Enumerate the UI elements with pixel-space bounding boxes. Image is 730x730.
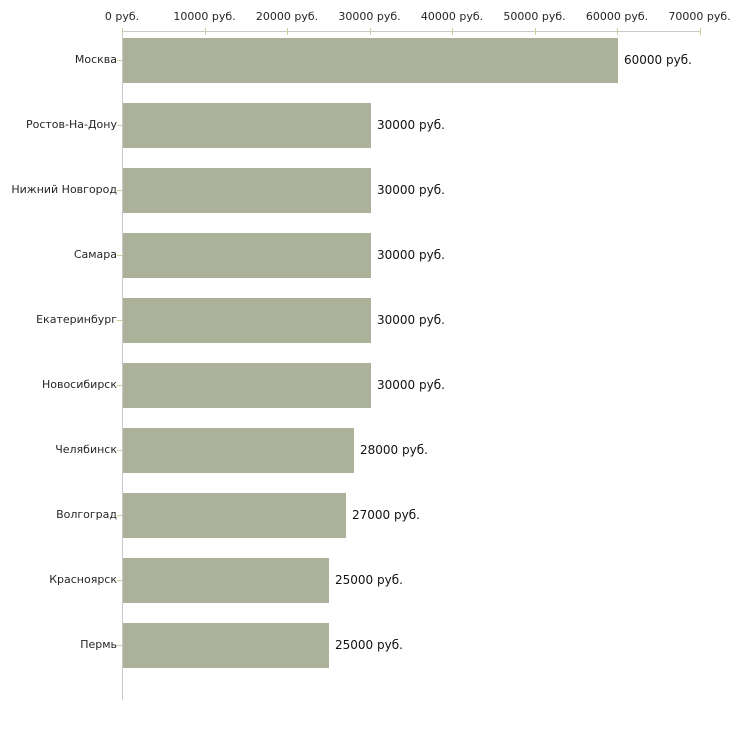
category-label: Новосибирск — [41, 378, 117, 391]
x-tick-label: 60000 руб. — [585, 10, 649, 23]
x-tick-mark — [369, 28, 371, 35]
category-label: Самара — [73, 248, 117, 261]
category-label: Ростов-На-Дону — [25, 118, 117, 131]
bar-value-label: 30000 руб. — [377, 118, 445, 132]
y-tick-mark — [117, 60, 122, 61]
category-label: Екатеринбург — [36, 313, 117, 326]
y-tick-mark — [117, 385, 122, 386]
x-tick-mark — [617, 28, 618, 35]
x-tick-label: 50000 руб. — [503, 10, 566, 23]
bar-7 — [123, 493, 346, 538]
x-tick-label: 30000 руб. — [338, 10, 401, 23]
bar-8 — [123, 558, 329, 603]
y-tick-mark — [117, 450, 122, 451]
y-tick-mark — [117, 645, 122, 646]
bar-value-label: 60000 руб. — [624, 53, 692, 67]
x-tick-mark — [122, 28, 123, 35]
bar-value-label: 30000 руб. — [377, 313, 445, 327]
bar-value-label: 30000 руб. — [377, 378, 445, 392]
x-tick-mark — [534, 28, 536, 35]
bar-value-label: 25000 руб. — [335, 573, 403, 587]
x-tick-label: 0 руб. — [104, 10, 140, 23]
x-tick-mark — [287, 28, 288, 35]
x-tick-label: 70000 руб. — [668, 10, 730, 23]
x-tick-label: 20000 руб. — [255, 10, 319, 23]
x-tick-label: 10000 руб. — [173, 10, 236, 23]
bar-9 — [123, 623, 329, 668]
category-label: Пермь — [80, 638, 117, 651]
bar-3 — [123, 233, 371, 278]
category-label: Волгоград — [56, 508, 117, 521]
y-tick-mark — [117, 320, 122, 321]
bar-1 — [123, 103, 371, 148]
bar-4 — [123, 298, 371, 343]
y-tick-mark — [117, 125, 122, 126]
bar-5 — [123, 363, 371, 408]
bar-value-label: 25000 руб. — [335, 638, 403, 652]
bar-0 — [123, 38, 618, 83]
x-tick-mark — [452, 28, 453, 35]
x-axis-line — [122, 31, 701, 32]
bar-value-label: 27000 руб. — [352, 508, 420, 522]
category-label: Красноярск — [49, 573, 117, 586]
y-tick-mark — [117, 255, 122, 256]
bar-value-label: 30000 руб. — [377, 248, 445, 262]
category-label: Нижний Новгород — [11, 183, 117, 196]
bar-value-label: 30000 руб. — [377, 183, 445, 197]
category-label: Москва — [74, 53, 117, 66]
y-tick-mark — [117, 190, 122, 191]
bar-value-label: 28000 руб. — [360, 443, 428, 457]
x-tick-mark — [204, 28, 206, 35]
y-tick-mark — [117, 515, 122, 516]
x-tick-label: 40000 руб. — [420, 10, 484, 23]
x-tick-mark — [699, 28, 701, 35]
y-axis-line — [122, 31, 123, 700]
category-label: Челябинск — [55, 443, 117, 456]
bar-2 — [123, 168, 371, 213]
y-tick-mark — [117, 580, 122, 581]
bar-6 — [123, 428, 354, 473]
